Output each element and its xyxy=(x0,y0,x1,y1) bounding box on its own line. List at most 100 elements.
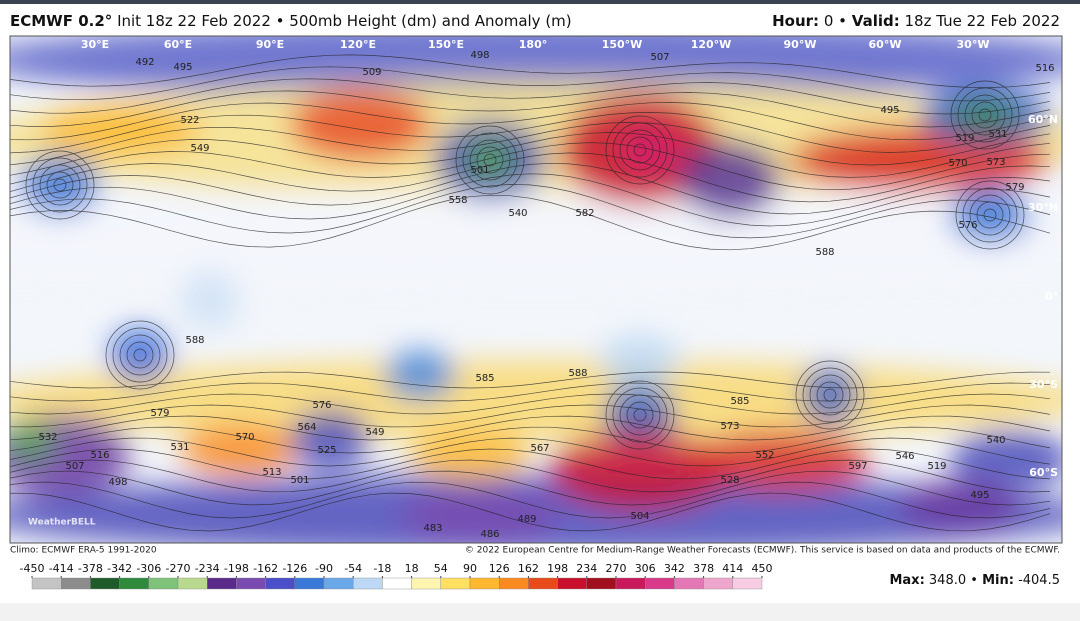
contour-ring xyxy=(39,164,81,206)
colorbar-tick-label: 198 xyxy=(547,562,568,575)
max: 348.0 xyxy=(929,573,966,588)
contour-ring xyxy=(483,153,497,167)
contour-ring xyxy=(126,341,154,369)
max-min: Max: 348.0 • Min: -404.5 xyxy=(889,573,1060,588)
watermark: WeatherBELL xyxy=(28,518,96,528)
contour-line xyxy=(10,152,1051,203)
colorbar-tick-label: 414 xyxy=(722,562,743,575)
contour-line xyxy=(10,470,1051,506)
contour-label: 579 xyxy=(1005,182,1024,193)
contour-label: 522 xyxy=(180,115,199,126)
contour-ring xyxy=(612,122,668,178)
hour: 0 xyxy=(824,12,834,30)
separator: • xyxy=(970,573,978,588)
longitude-label: 90°E xyxy=(256,38,284,51)
contour-label: 528 xyxy=(720,475,739,486)
contour-label: 540 xyxy=(986,435,1005,446)
contour-label: 564 xyxy=(297,422,316,433)
contour-ring xyxy=(626,136,654,164)
contour-label: 519 xyxy=(927,461,946,472)
anomaly-blob xyxy=(410,430,530,480)
contour-label: 509 xyxy=(362,67,381,78)
colorbar-segment xyxy=(615,577,646,590)
map: 30°E 60°E 90°E 120°E 150°E 180° 150°W 120°W 90°W… xyxy=(10,36,1062,543)
anomaly-blob xyxy=(180,270,240,330)
contour-label: 492 xyxy=(135,57,154,68)
contour-ring xyxy=(46,171,74,199)
contour-line xyxy=(10,162,1051,215)
contour-ring xyxy=(119,334,161,376)
anomaly-blob xyxy=(10,360,1062,440)
colorbar-segment xyxy=(586,577,617,590)
contour-label: 570 xyxy=(948,158,967,169)
contour-label: 576 xyxy=(312,400,331,411)
colorbar-tick-label: 306 xyxy=(635,562,656,575)
contour-line xyxy=(10,132,1051,178)
contour-ring xyxy=(633,143,647,157)
anomaly-blob xyxy=(10,420,55,460)
anomaly-blob xyxy=(10,36,1062,100)
contour-line xyxy=(10,371,1051,389)
colorbar-tick-label: -450 xyxy=(20,562,45,575)
colorbar-segment xyxy=(61,577,91,590)
contour-ring xyxy=(619,129,661,171)
colorbar-tick-label: 342 xyxy=(664,562,685,575)
colorbar-segment xyxy=(703,577,733,590)
contour-label: 567 xyxy=(530,443,549,454)
contour-label: 576 xyxy=(958,220,977,231)
contour-ring xyxy=(619,394,661,436)
longitude-label: 30°W xyxy=(957,38,990,51)
contours xyxy=(10,54,1051,532)
contour-label: 513 xyxy=(262,467,281,478)
contour-line xyxy=(10,393,1051,415)
contour-label: 516 xyxy=(1035,63,1054,74)
contour-label: 588 xyxy=(815,247,834,258)
header-right: Hour: 0 • Valid: 18z Tue 22 Feb 2022 xyxy=(772,12,1060,30)
colorbar-tick-label: 18 xyxy=(405,562,419,575)
colorbar-tick-label: 450 xyxy=(752,562,773,575)
contour-label: 531 xyxy=(170,442,189,453)
colorbar-tick-label: 162 xyxy=(518,562,539,575)
colorbar-tick-label: -18 xyxy=(373,562,391,575)
contour-line xyxy=(10,78,1051,115)
contour-label: 519 xyxy=(955,133,974,144)
contour-line xyxy=(10,415,1051,441)
contour-ring xyxy=(802,367,858,423)
colorbar-segment xyxy=(732,577,763,590)
colorbar-segment xyxy=(499,577,529,590)
contour-ring xyxy=(971,101,999,129)
contour-ring xyxy=(969,194,1011,236)
contour-label: 570 xyxy=(235,432,254,443)
colorbar-segment xyxy=(206,577,237,590)
contour-ring xyxy=(626,401,654,429)
colorbar-segment xyxy=(674,577,704,590)
contour-label: 549 xyxy=(190,143,209,154)
contour-label: 579 xyxy=(150,408,169,419)
anomaly-blob xyxy=(10,190,1062,290)
title: Init 18z 22 Feb 2022 • 500mb Height (dm)… xyxy=(117,12,572,30)
anomaly-blob xyxy=(385,350,455,400)
copyright: © 2022 European Centre for Medium-Range … xyxy=(465,546,1060,556)
colorbar-tick-label: 90 xyxy=(463,562,477,575)
contour-ring xyxy=(964,94,1006,136)
contour-ring xyxy=(469,139,511,181)
climo-note: Climo: ECMWF ERA-5 1991-2020 xyxy=(10,546,157,556)
colorbar-segment xyxy=(411,577,442,590)
contour-ring xyxy=(462,132,518,188)
colorbar-tick-label: -90 xyxy=(315,562,333,575)
contour-line xyxy=(10,90,1051,128)
anomaly-blob xyxy=(290,410,370,470)
contour-label: 495 xyxy=(970,490,989,501)
colorbar-tick-label: -198 xyxy=(224,562,249,575)
contour-ring xyxy=(105,320,175,390)
latitude-label: 60°N xyxy=(1028,113,1058,126)
contour-ring xyxy=(962,187,1018,243)
contour-ring xyxy=(955,180,1025,250)
colorbar-segment xyxy=(528,577,558,590)
anomaly-blob xyxy=(620,125,680,175)
anomaly-blob xyxy=(20,155,100,215)
contour-label: 489 xyxy=(517,514,536,525)
contour-ring xyxy=(957,87,1013,143)
longitude-label: 60°E xyxy=(164,38,192,51)
longitude-label: 60°W xyxy=(869,38,902,51)
